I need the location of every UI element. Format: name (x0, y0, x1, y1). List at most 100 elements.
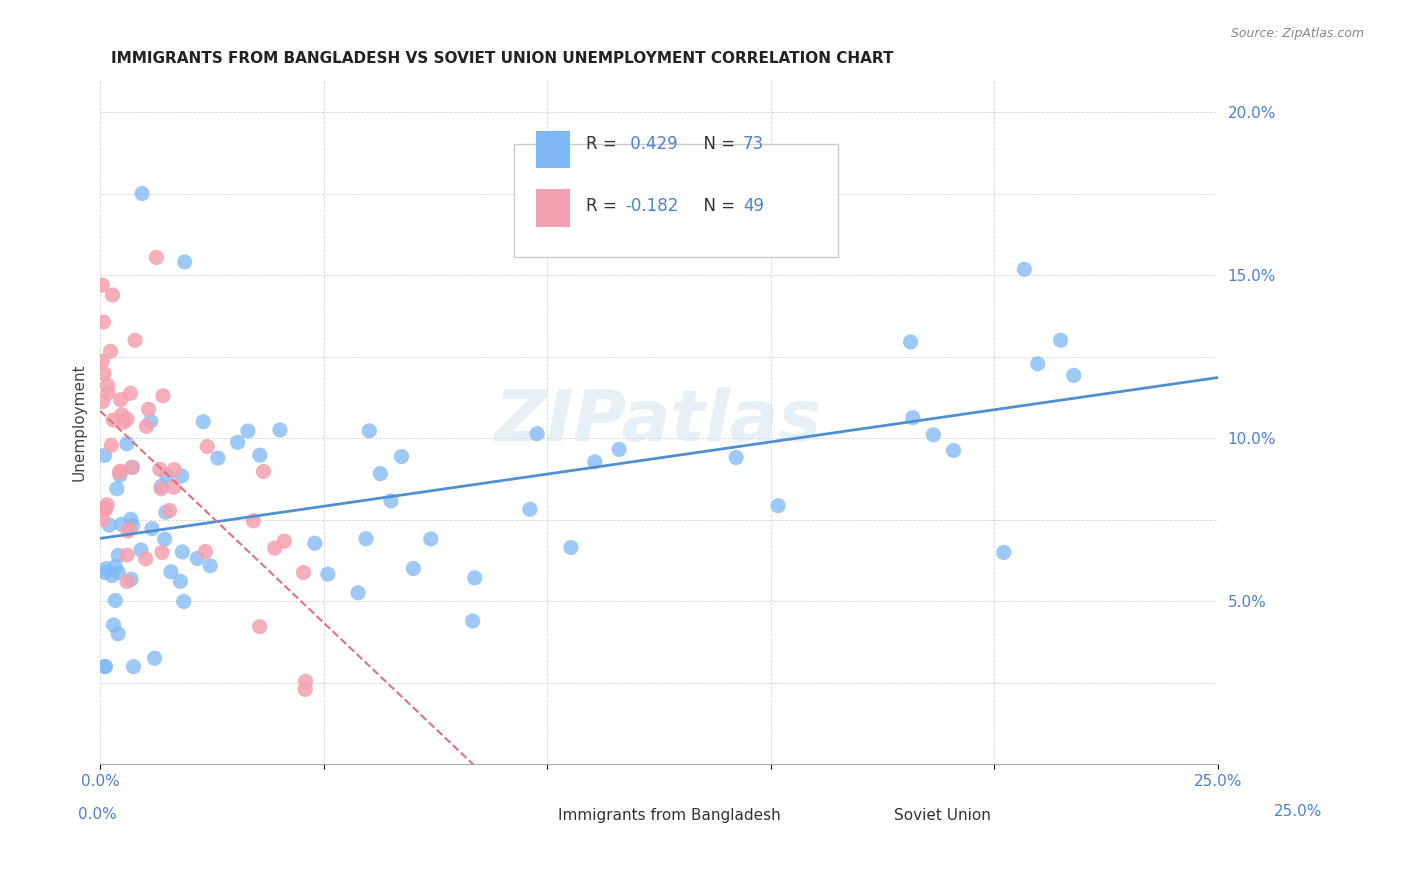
Soviet Union (294, 674, 316, 689)
Immigrants from Bangladesh (236, 424, 259, 438)
Soviet Union (110, 464, 132, 478)
Immigrants from Bangladesh (304, 536, 326, 550)
Text: Source: ZipAtlas.com: Source: ZipAtlas.com (1230, 27, 1364, 40)
Immigrants from Bangladesh (173, 255, 195, 269)
Soviet Union (149, 462, 172, 476)
Immigrants from Bangladesh (186, 551, 208, 566)
Immigrants from Bangladesh (94, 659, 117, 673)
Immigrants from Bangladesh (143, 651, 166, 665)
Immigrants from Bangladesh (104, 559, 127, 574)
Immigrants from Bangladesh (115, 436, 138, 450)
Immigrants from Bangladesh (193, 415, 215, 429)
Soviet Union (115, 574, 138, 589)
Immigrants from Bangladesh (354, 532, 377, 546)
Immigrants from Bangladesh (725, 450, 748, 465)
Soviet Union (195, 440, 218, 454)
Immigrants from Bangladesh (153, 532, 176, 546)
Soviet Union (242, 514, 264, 528)
Soviet Union (121, 460, 143, 475)
Soviet Union (103, 413, 125, 427)
Immigrants from Bangladesh (93, 449, 115, 463)
Immigrants from Bangladesh (107, 549, 129, 563)
FancyBboxPatch shape (536, 131, 569, 169)
Immigrants from Bangladesh (150, 479, 173, 493)
Soviet Union (118, 522, 141, 536)
Immigrants from Bangladesh (100, 568, 122, 582)
Soviet Union (91, 512, 114, 526)
Immigrants from Bangladesh (173, 594, 195, 608)
Soviet Union (138, 402, 160, 417)
Immigrants from Bangladesh (993, 545, 1015, 559)
Immigrants from Bangladesh (560, 541, 582, 555)
Immigrants from Bangladesh (249, 448, 271, 462)
Immigrants from Bangladesh (170, 469, 193, 483)
Immigrants from Bangladesh (347, 586, 370, 600)
Soviet Union (124, 334, 146, 348)
Immigrants from Bangladesh (93, 659, 115, 673)
Soviet Union (159, 503, 181, 517)
Text: IMMIGRANTS FROM BANGLADESH VS SOVIET UNION UNEMPLOYMENT CORRELATION CHART: IMMIGRANTS FROM BANGLADESH VS SOVIET UNI… (111, 51, 894, 66)
Soviet Union (273, 534, 295, 549)
Immigrants from Bangladesh (108, 468, 131, 483)
Immigrants from Bangladesh (129, 543, 152, 558)
Immigrants from Bangladesh (121, 460, 143, 475)
Soviet Union (252, 465, 274, 479)
Text: N =: N = (693, 197, 740, 215)
Soviet Union (145, 251, 167, 265)
Immigrants from Bangladesh (1049, 333, 1071, 347)
Soviet Union (100, 344, 122, 359)
Soviet Union (96, 498, 118, 512)
Immigrants from Bangladesh (901, 410, 924, 425)
Immigrants from Bangladesh (583, 455, 606, 469)
Immigrants from Bangladesh (922, 427, 945, 442)
Immigrants from Bangladesh (104, 593, 127, 607)
Soviet Union (294, 682, 316, 697)
Soviet Union (91, 354, 114, 368)
Text: 0.429: 0.429 (626, 136, 678, 153)
Immigrants from Bangladesh (200, 558, 222, 573)
Soviet Union (91, 278, 114, 293)
FancyBboxPatch shape (860, 798, 889, 833)
Soviet Union (112, 415, 135, 429)
FancyBboxPatch shape (536, 189, 569, 227)
Immigrants from Bangladesh (380, 494, 402, 508)
FancyBboxPatch shape (513, 145, 838, 258)
Text: 73: 73 (742, 136, 763, 153)
Immigrants from Bangladesh (160, 565, 183, 579)
Immigrants from Bangladesh (139, 414, 162, 428)
Immigrants from Bangladesh (172, 545, 194, 559)
Soviet Union (163, 480, 186, 494)
Soviet Union (263, 541, 285, 555)
Text: R =: R = (586, 136, 623, 153)
Soviet Union (94, 502, 117, 516)
Immigrants from Bangladesh (526, 426, 548, 441)
Soviet Union (96, 378, 118, 392)
Text: N =: N = (693, 136, 740, 153)
Immigrants from Bangladesh (207, 450, 229, 465)
Immigrants from Bangladesh (103, 618, 125, 632)
Immigrants from Bangladesh (121, 518, 143, 533)
Text: 49: 49 (742, 197, 763, 215)
Immigrants from Bangladesh (900, 334, 922, 349)
Immigrants from Bangladesh (359, 424, 381, 438)
Immigrants from Bangladesh (1026, 357, 1049, 371)
Immigrants from Bangladesh (98, 518, 121, 533)
Immigrants from Bangladesh (1014, 262, 1036, 277)
Immigrants from Bangladesh (370, 467, 392, 481)
Immigrants from Bangladesh (141, 522, 163, 536)
Soviet Union (91, 394, 114, 409)
Soviet Union (152, 389, 174, 403)
Soviet Union (93, 367, 115, 381)
Soviet Union (150, 545, 173, 559)
Text: 0.0%: 0.0% (77, 807, 117, 822)
Text: ZIPatlas: ZIPatlas (495, 387, 823, 457)
Immigrants from Bangladesh (110, 517, 132, 532)
Immigrants from Bangladesh (226, 435, 249, 450)
Immigrants from Bangladesh (120, 512, 142, 526)
Soviet Union (135, 419, 157, 434)
Soviet Union (117, 524, 139, 538)
Soviet Union (292, 566, 315, 580)
Text: R =: R = (586, 197, 623, 215)
Immigrants from Bangladesh (122, 659, 145, 673)
Immigrants from Bangladesh (942, 443, 965, 458)
